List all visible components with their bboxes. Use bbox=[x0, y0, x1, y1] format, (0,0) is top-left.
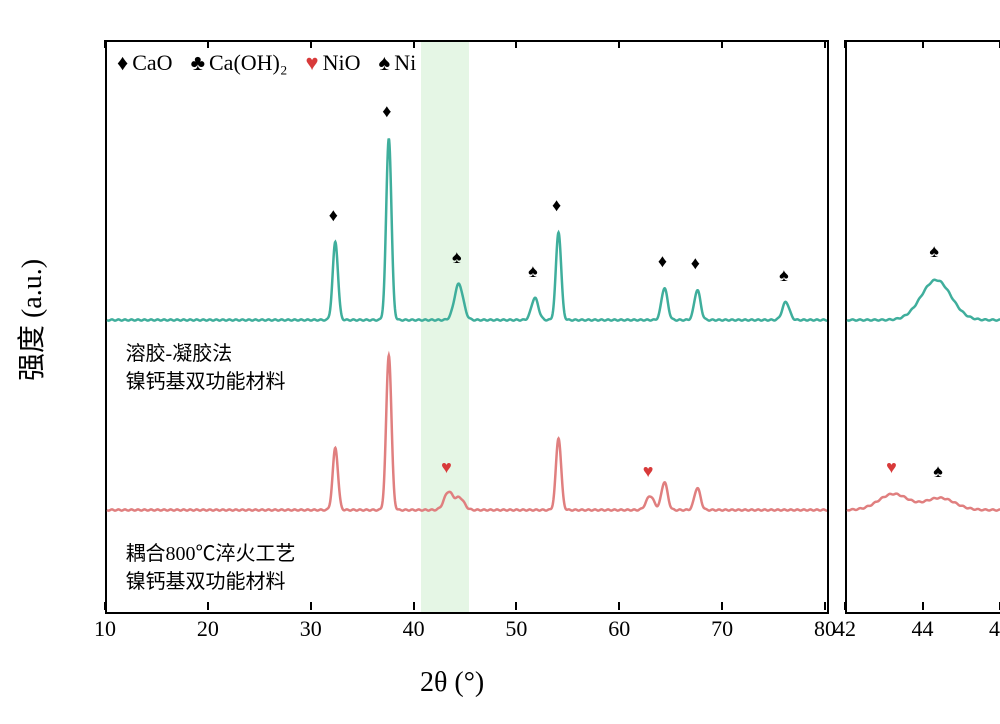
main-plot-panel: ♦CaO♣Ca(OH)₂♥NiO♠Ni bbox=[105, 40, 829, 614]
legend-item: ♦CaO bbox=[117, 50, 173, 76]
x-tick bbox=[310, 602, 312, 610]
peak-marker: ♦ bbox=[658, 251, 667, 272]
legend-label: Ca(OH)₂ bbox=[209, 50, 288, 76]
sample-label-line1: 耦合800℃淬火工艺 bbox=[126, 540, 296, 568]
zoom-plot-panel bbox=[845, 40, 1000, 614]
xrd-chart: 强度 (a.u.) ♦CaO♣Ca(OH)₂♥NiO♠Ni 2θ (°) 102… bbox=[20, 20, 1000, 704]
peak-marker: ♠ bbox=[929, 241, 939, 262]
peak-marker: ♦ bbox=[552, 195, 561, 216]
legend-symbol: ♦ bbox=[117, 50, 128, 76]
sample-label-line2: 镍钙基双功能材料 bbox=[126, 568, 296, 596]
x-tick bbox=[515, 602, 517, 610]
legend-item: ♠Ni bbox=[379, 50, 417, 76]
main-curves-svg bbox=[107, 42, 827, 612]
x-tick bbox=[104, 602, 106, 610]
x-tick-top bbox=[515, 40, 517, 48]
x-tick-top bbox=[207, 40, 209, 48]
zoom-x-tick-top bbox=[844, 40, 846, 48]
peak-marker: ♠ bbox=[933, 461, 943, 482]
sample-label-top: 溶胶-凝胶法镍钙基双功能材料 bbox=[126, 340, 286, 396]
zoom-x-tick-label: 42 bbox=[834, 616, 856, 642]
legend-symbol: ♠ bbox=[379, 50, 391, 76]
peak-marker: ♦ bbox=[382, 101, 391, 122]
x-tick-label: 30 bbox=[300, 616, 322, 642]
peak-marker: ♦ bbox=[691, 253, 700, 274]
zoom-x-tick-top bbox=[922, 40, 924, 48]
x-axis-label: 2θ (°) bbox=[420, 667, 484, 699]
zoom-x-tick bbox=[922, 602, 924, 610]
x-tick-label: 80 bbox=[814, 616, 836, 642]
peak-marker: ♥ bbox=[441, 457, 452, 478]
legend-label: NiO bbox=[323, 50, 361, 76]
x-tick-label: 50 bbox=[505, 616, 527, 642]
xrd-zoom-curve-top bbox=[847, 280, 1000, 321]
x-tick-label: 60 bbox=[608, 616, 630, 642]
legend-item: ♥NiO bbox=[306, 50, 361, 76]
xrd-zoom-curve-bottom bbox=[847, 494, 1000, 511]
sample-label-line2: 镍钙基双功能材料 bbox=[126, 368, 286, 396]
peak-marker: ♥ bbox=[643, 461, 654, 482]
x-tick-top bbox=[721, 40, 723, 48]
x-tick-top bbox=[104, 40, 106, 48]
legend-symbol: ♣ bbox=[191, 50, 205, 76]
sample-label-bottom: 耦合800℃淬火工艺镍钙基双功能材料 bbox=[126, 540, 296, 596]
x-tick-top bbox=[310, 40, 312, 48]
x-tick-label: 70 bbox=[711, 616, 733, 642]
x-tick-label: 40 bbox=[403, 616, 425, 642]
x-tick-top bbox=[618, 40, 620, 48]
legend-label: CaO bbox=[132, 50, 172, 76]
x-tick-label: 20 bbox=[197, 616, 219, 642]
peak-marker: ♠ bbox=[452, 247, 462, 268]
zoom-x-tick bbox=[844, 602, 846, 610]
zoom-x-tick-label: 44 bbox=[912, 616, 934, 642]
peak-marker: ♠ bbox=[528, 261, 538, 282]
zoom-x-tick-label: 46 bbox=[989, 616, 1000, 642]
xrd-curve-top bbox=[107, 139, 827, 321]
x-tick bbox=[413, 602, 415, 610]
y-axis-label: 强度 (a.u.) bbox=[10, 259, 50, 381]
x-tick bbox=[618, 602, 620, 610]
x-tick-top bbox=[413, 40, 415, 48]
legend-label: Ni bbox=[394, 50, 416, 76]
peak-marker: ♥ bbox=[886, 457, 897, 478]
x-tick-label: 10 bbox=[94, 616, 116, 642]
x-tick bbox=[824, 602, 826, 610]
x-tick bbox=[207, 602, 209, 610]
zoom-curves-svg bbox=[847, 42, 1000, 612]
sample-label-line1: 溶胶-凝胶法 bbox=[126, 340, 286, 368]
x-tick bbox=[721, 602, 723, 610]
x-tick-top bbox=[824, 40, 826, 48]
peak-marker: ♦ bbox=[329, 205, 338, 226]
peak-marker: ♠ bbox=[779, 265, 789, 286]
legend-symbol: ♥ bbox=[306, 50, 319, 76]
legend-item: ♣Ca(OH)₂ bbox=[191, 50, 288, 76]
legend: ♦CaO ♣Ca(OH)₂ ♥NiO ♠Ni bbox=[117, 50, 416, 76]
